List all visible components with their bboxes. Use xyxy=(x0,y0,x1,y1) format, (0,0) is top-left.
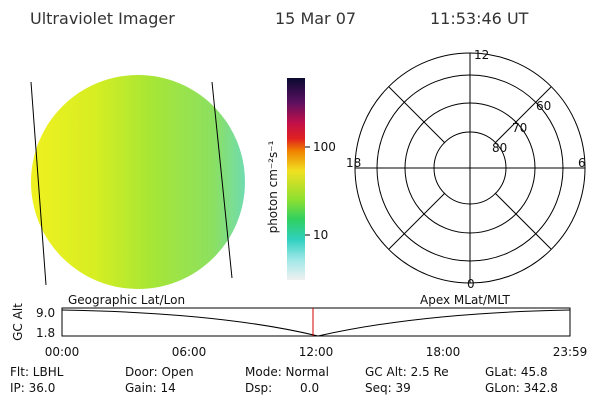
dsp-value: 0.0 xyxy=(300,381,319,395)
earth-image xyxy=(31,75,245,289)
polar-grid xyxy=(354,52,586,284)
info-field: Seq: 39 xyxy=(365,381,411,395)
info-field: Flt: LBHL xyxy=(10,365,64,379)
meridian-line xyxy=(30,81,47,286)
date: 15 Mar 07 xyxy=(275,9,356,28)
mlt-label: 12 xyxy=(474,48,489,62)
colorbar-tick-label: 100 xyxy=(313,140,336,154)
plot-label: Apex MLat/MLT xyxy=(420,293,510,307)
title: Ultraviolet Imager xyxy=(30,9,175,28)
mlt-label: 0 xyxy=(467,277,475,291)
colorbar xyxy=(287,78,305,280)
info-field: Door: Open xyxy=(125,365,194,379)
colorbar-label: photon cm⁻²s⁻¹ xyxy=(266,140,280,233)
info-field: GLon: 342.8 xyxy=(485,381,558,395)
y-axis-label: GC Alt xyxy=(11,303,25,341)
colorbar-tick-label: 10 xyxy=(313,228,328,242)
x-tick-label: 06:00 xyxy=(172,345,207,359)
info-field: GC Alt: 2.5 Re xyxy=(365,365,449,379)
y-tick-label: 9.0 xyxy=(36,306,55,320)
mlt-label: 6 xyxy=(578,156,586,170)
altitude-curve xyxy=(61,309,571,337)
x-tick-label: 18:00 xyxy=(426,345,461,359)
ring-label: 70 xyxy=(512,121,527,135)
x-tick-label: 00:00 xyxy=(45,345,80,359)
ring-label: 60 xyxy=(536,99,551,113)
info-field: Dsp: xyxy=(245,381,272,395)
time: 11:53:46 UT xyxy=(430,9,529,28)
x-tick-label: 23:59 xyxy=(553,345,588,359)
info-field: GLat: 45.8 xyxy=(485,365,548,379)
mlt-label: 18 xyxy=(346,156,361,170)
y-tick-label: 1.8 xyxy=(36,326,55,340)
plot-label: Geographic Lat/Lon xyxy=(68,293,185,307)
info-field: Mode: Normal xyxy=(245,365,329,379)
info-field: IP: 36.0 xyxy=(10,381,55,395)
x-tick-label: 12:00 xyxy=(299,345,334,359)
ring-label: 80 xyxy=(492,141,507,155)
info-field: Gain: 14 xyxy=(125,381,176,395)
meridian-line xyxy=(211,81,233,279)
